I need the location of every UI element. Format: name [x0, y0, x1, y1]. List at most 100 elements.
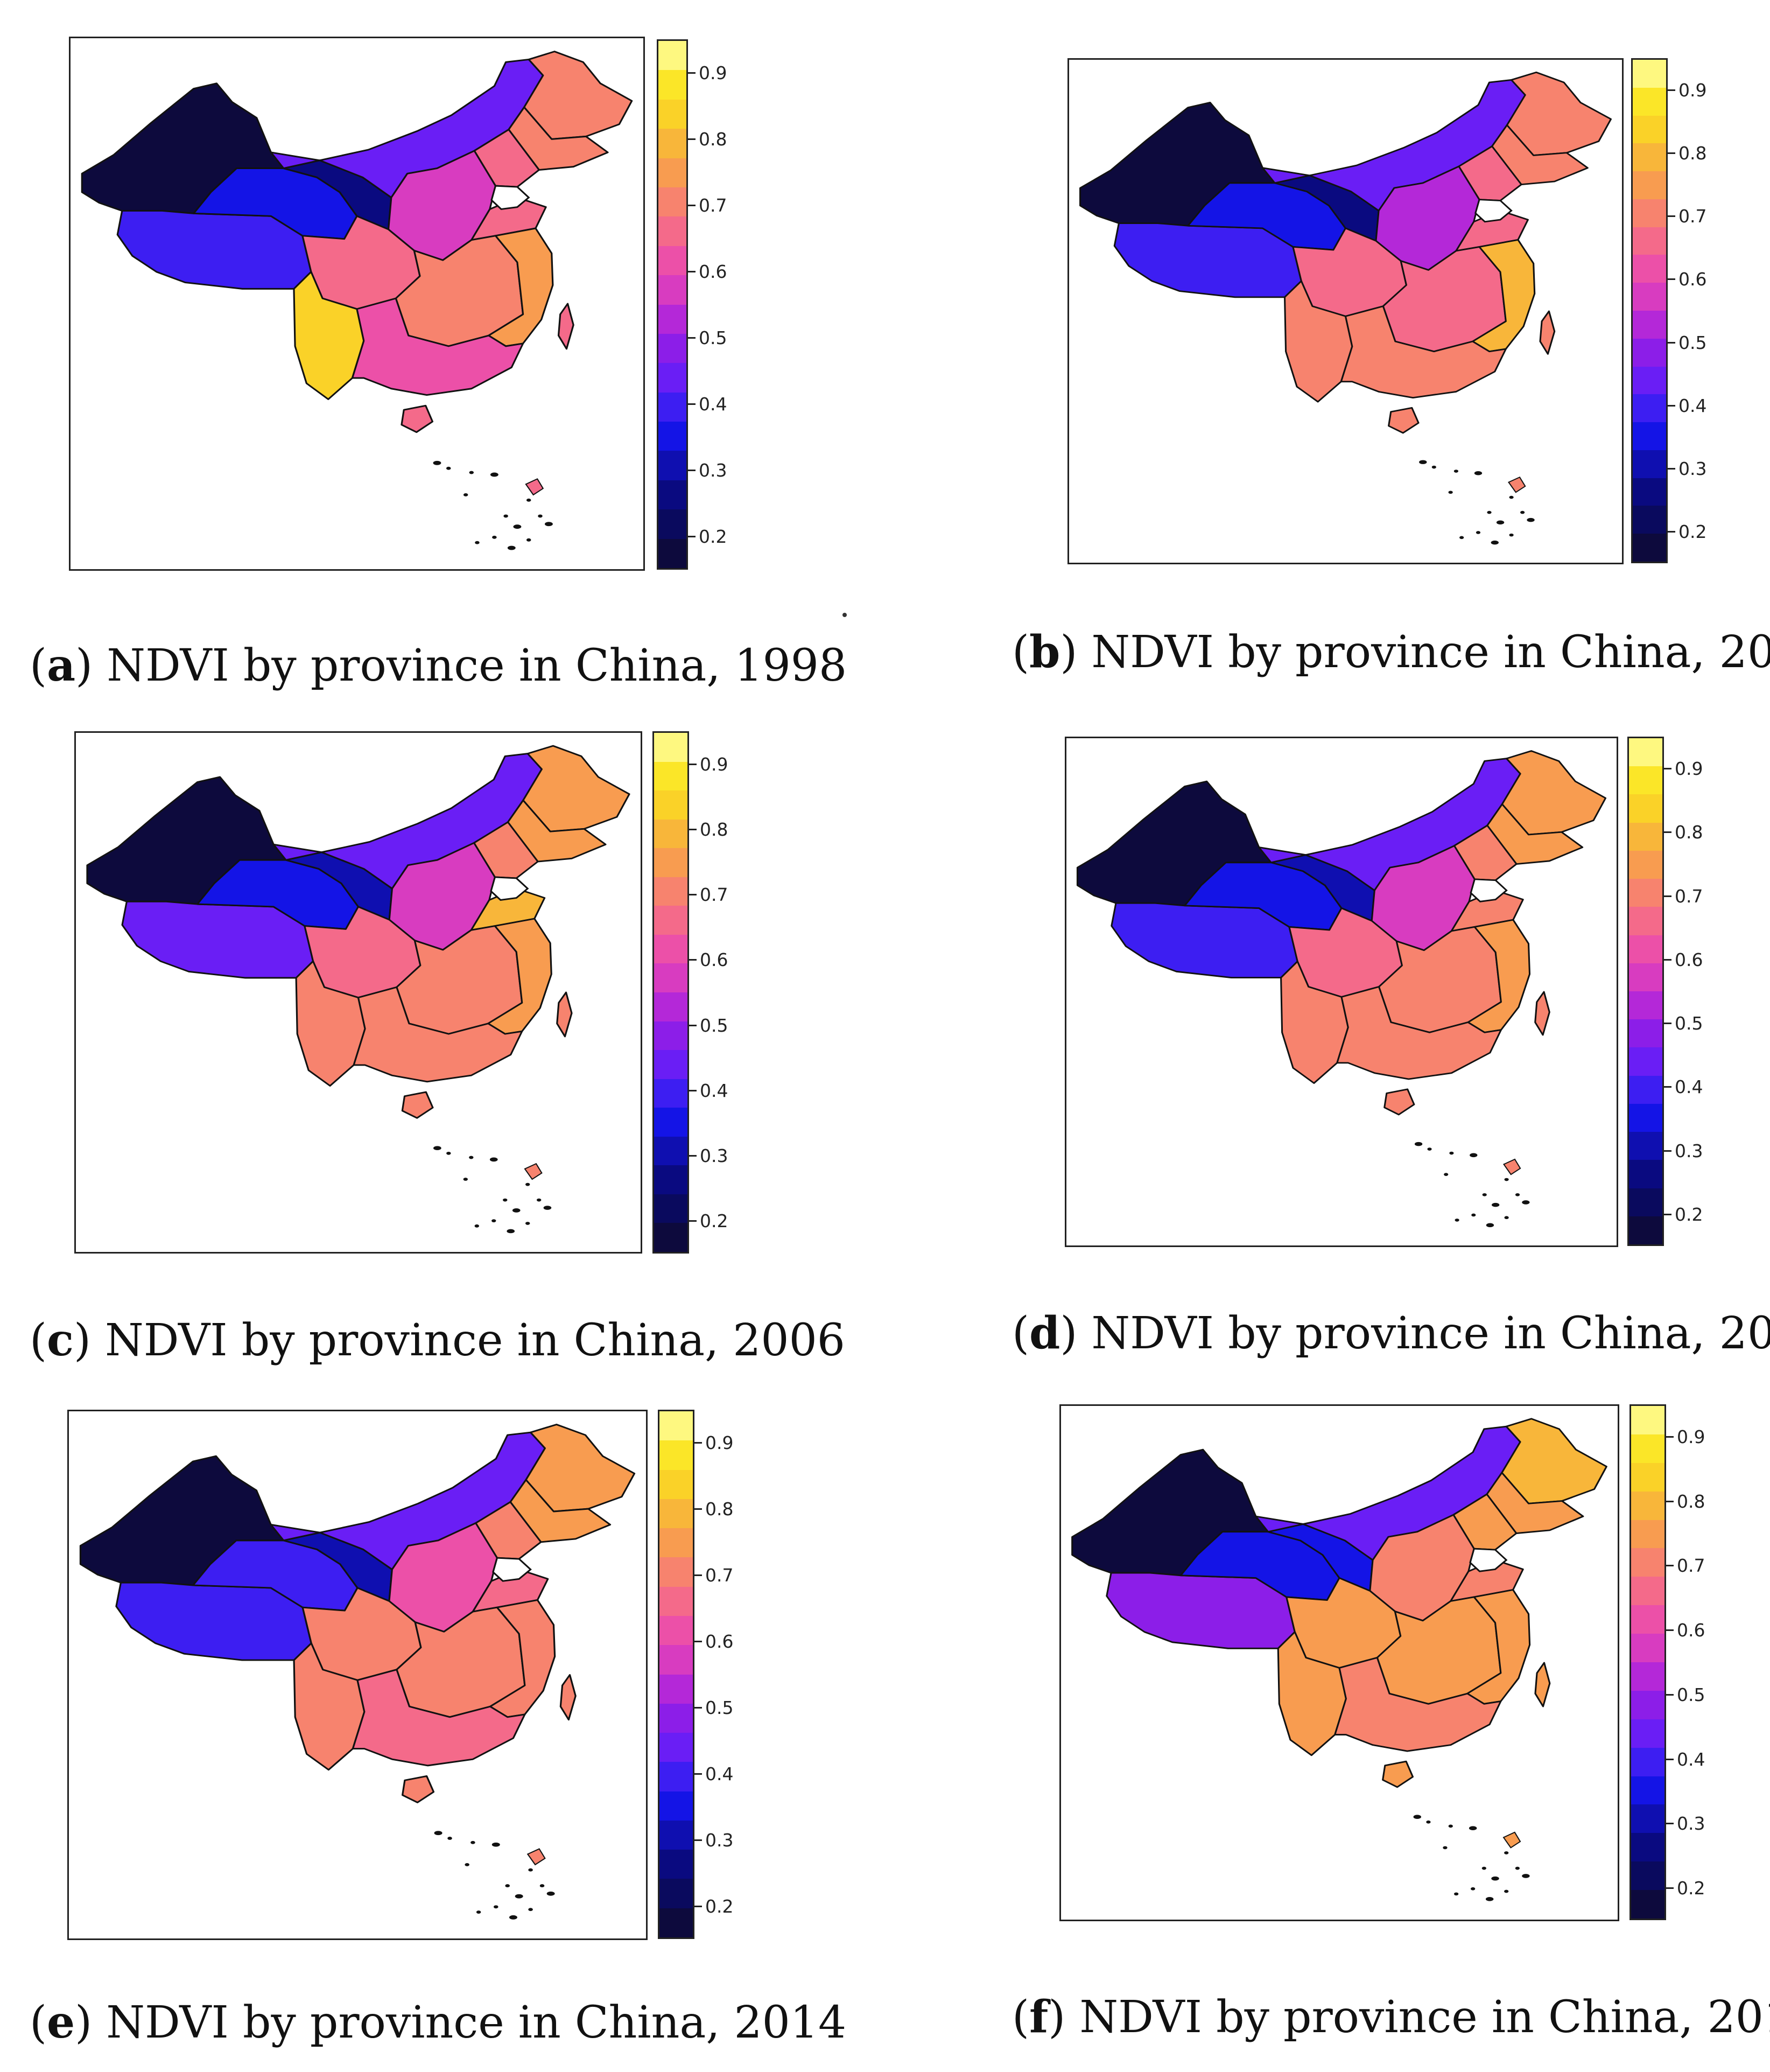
colorbar-band: [1629, 962, 1662, 991]
caption-text-a: NDVI by province in China, 1998: [107, 640, 847, 691]
island-mark: [1509, 495, 1514, 499]
island-mark: [446, 466, 451, 470]
island-mark: [1491, 1876, 1499, 1881]
colorbar-tick-label: 0.5: [1675, 1013, 1703, 1034]
colorbar-band: [1631, 1832, 1664, 1862]
colorbar-band: [654, 1078, 687, 1108]
colorbar-tick-label: 0.4: [1675, 1076, 1703, 1098]
island-mark: [539, 1884, 545, 1888]
colorbar-band: [1631, 1747, 1664, 1776]
island-mark: [1469, 1826, 1477, 1831]
island-mark: [503, 514, 508, 518]
colorbar-band: [1629, 906, 1662, 935]
island-mark: [493, 1905, 498, 1909]
colorbar-band: [658, 362, 686, 393]
colorbar-tick-label: 0.4: [1677, 1748, 1705, 1770]
island-mark: [1459, 536, 1464, 540]
island-mark: [475, 541, 480, 544]
island-mark: [1455, 1219, 1459, 1222]
colorbar-band: [1633, 394, 1666, 423]
island-mark: [1470, 1153, 1478, 1158]
colorbar-band: [658, 186, 686, 217]
province-heilongjiang: [1501, 1418, 1607, 1504]
island-mark: [469, 1156, 474, 1159]
island-mark: [544, 522, 553, 527]
caption-b: (b) NDVI by province in China, 2002: [1012, 630, 1770, 675]
colorbar-e: [658, 1410, 694, 1939]
colorbar-tick-label: 0.3: [1678, 458, 1707, 480]
colorbar-tick-label: 0.6: [699, 261, 727, 282]
caption-letter-d: d: [1029, 1307, 1060, 1359]
colorbar-tick-label: 0.3: [1675, 1140, 1703, 1161]
island-mark: [1426, 1820, 1431, 1824]
island-mark: [1453, 470, 1459, 473]
island-mark: [1496, 520, 1505, 525]
colorbar-band: [1633, 533, 1666, 562]
colorbar-band: [1629, 738, 1662, 767]
bohai-sea: [1474, 199, 1513, 223]
colorbar-band: [659, 1732, 693, 1762]
colorbar-band: [659, 1907, 693, 1937]
colorbar-tick-mark: [1668, 152, 1675, 154]
colorbar-tick-label: 0.4: [700, 1080, 728, 1101]
island-mark: [1431, 465, 1436, 469]
colorbar-tick-mark: [1668, 215, 1675, 218]
colorbar-f: [1629, 1404, 1666, 1920]
map-svg-b: [1079, 71, 1612, 545]
colorbar-tick-mark: [1666, 1565, 1674, 1567]
colorbar-tick-mark: [1666, 1693, 1674, 1696]
colorbar-band: [659, 1469, 693, 1499]
colorbar-c: [652, 731, 689, 1254]
island-region: [1503, 1158, 1521, 1175]
stray-dot: [842, 613, 847, 617]
island-mark: [465, 1863, 469, 1866]
island-mark: [515, 1894, 523, 1899]
colorbar-tick-label: 0.3: [705, 1829, 734, 1851]
colorbar-band: [654, 963, 687, 992]
colorbar-band: [1631, 1576, 1664, 1606]
island-mark: [470, 1840, 475, 1844]
island-mark: [1515, 1193, 1520, 1196]
colorbar-band: [658, 333, 686, 363]
map-svg-d: [1076, 750, 1607, 1228]
colorbar-band: [1631, 1605, 1664, 1634]
colorbar-band: [659, 1674, 693, 1704]
island-mark: [469, 471, 474, 474]
province-taiwan: [1539, 310, 1556, 355]
island-mark: [1443, 1846, 1448, 1850]
colorbar-tick-label: 0.8: [699, 128, 727, 150]
island-mark: [509, 1915, 517, 1920]
island-mark: [1492, 1202, 1500, 1207]
colorbar-tick-mark: [689, 1024, 697, 1026]
colorbar-tick-label: 0.2: [1678, 521, 1707, 543]
colorbar-tick-mark: [1666, 1823, 1674, 1825]
colorbar-band: [659, 1440, 693, 1470]
colorbar-band: [654, 761, 687, 791]
colorbar-band: [1629, 1103, 1662, 1132]
colorbar-tick-label: 0.9: [699, 62, 727, 83]
colorbar-band: [1629, 1131, 1662, 1160]
colorbar-band: [1633, 115, 1666, 144]
colorbar-tick-mark: [1668, 278, 1675, 281]
colorbar-band: [659, 1411, 693, 1441]
colorbar-tick-mark: [1666, 1629, 1674, 1632]
island-mark: [1486, 1223, 1494, 1228]
island-mark: [1491, 540, 1499, 545]
caption-a: (a) NDVI by province in China, 1998: [30, 640, 847, 691]
caption-text-f: NDVI by province in China, 2019: [1079, 1992, 1770, 2043]
island-mark: [433, 460, 441, 465]
colorbar-band: [1633, 449, 1666, 478]
colorbar-tick-label: 0.5: [700, 1014, 728, 1036]
island-mark: [1448, 1824, 1453, 1828]
colorbar-band: [654, 1193, 687, 1223]
caption-letter-b: b: [1029, 626, 1060, 678]
colorbar-tick-label: 0.5: [705, 1697, 734, 1718]
colorbar-band: [1631, 1490, 1664, 1520]
colorbar-tick-label: 0.3: [699, 460, 727, 481]
province-south: [1336, 986, 1502, 1080]
map-svg-c: [86, 745, 630, 1234]
colorbar-tick-mark: [694, 1641, 702, 1643]
colorbar-band: [658, 538, 686, 568]
colorbar-tick-label: 0.9: [1678, 79, 1707, 101]
province-south: [1334, 1657, 1502, 1752]
